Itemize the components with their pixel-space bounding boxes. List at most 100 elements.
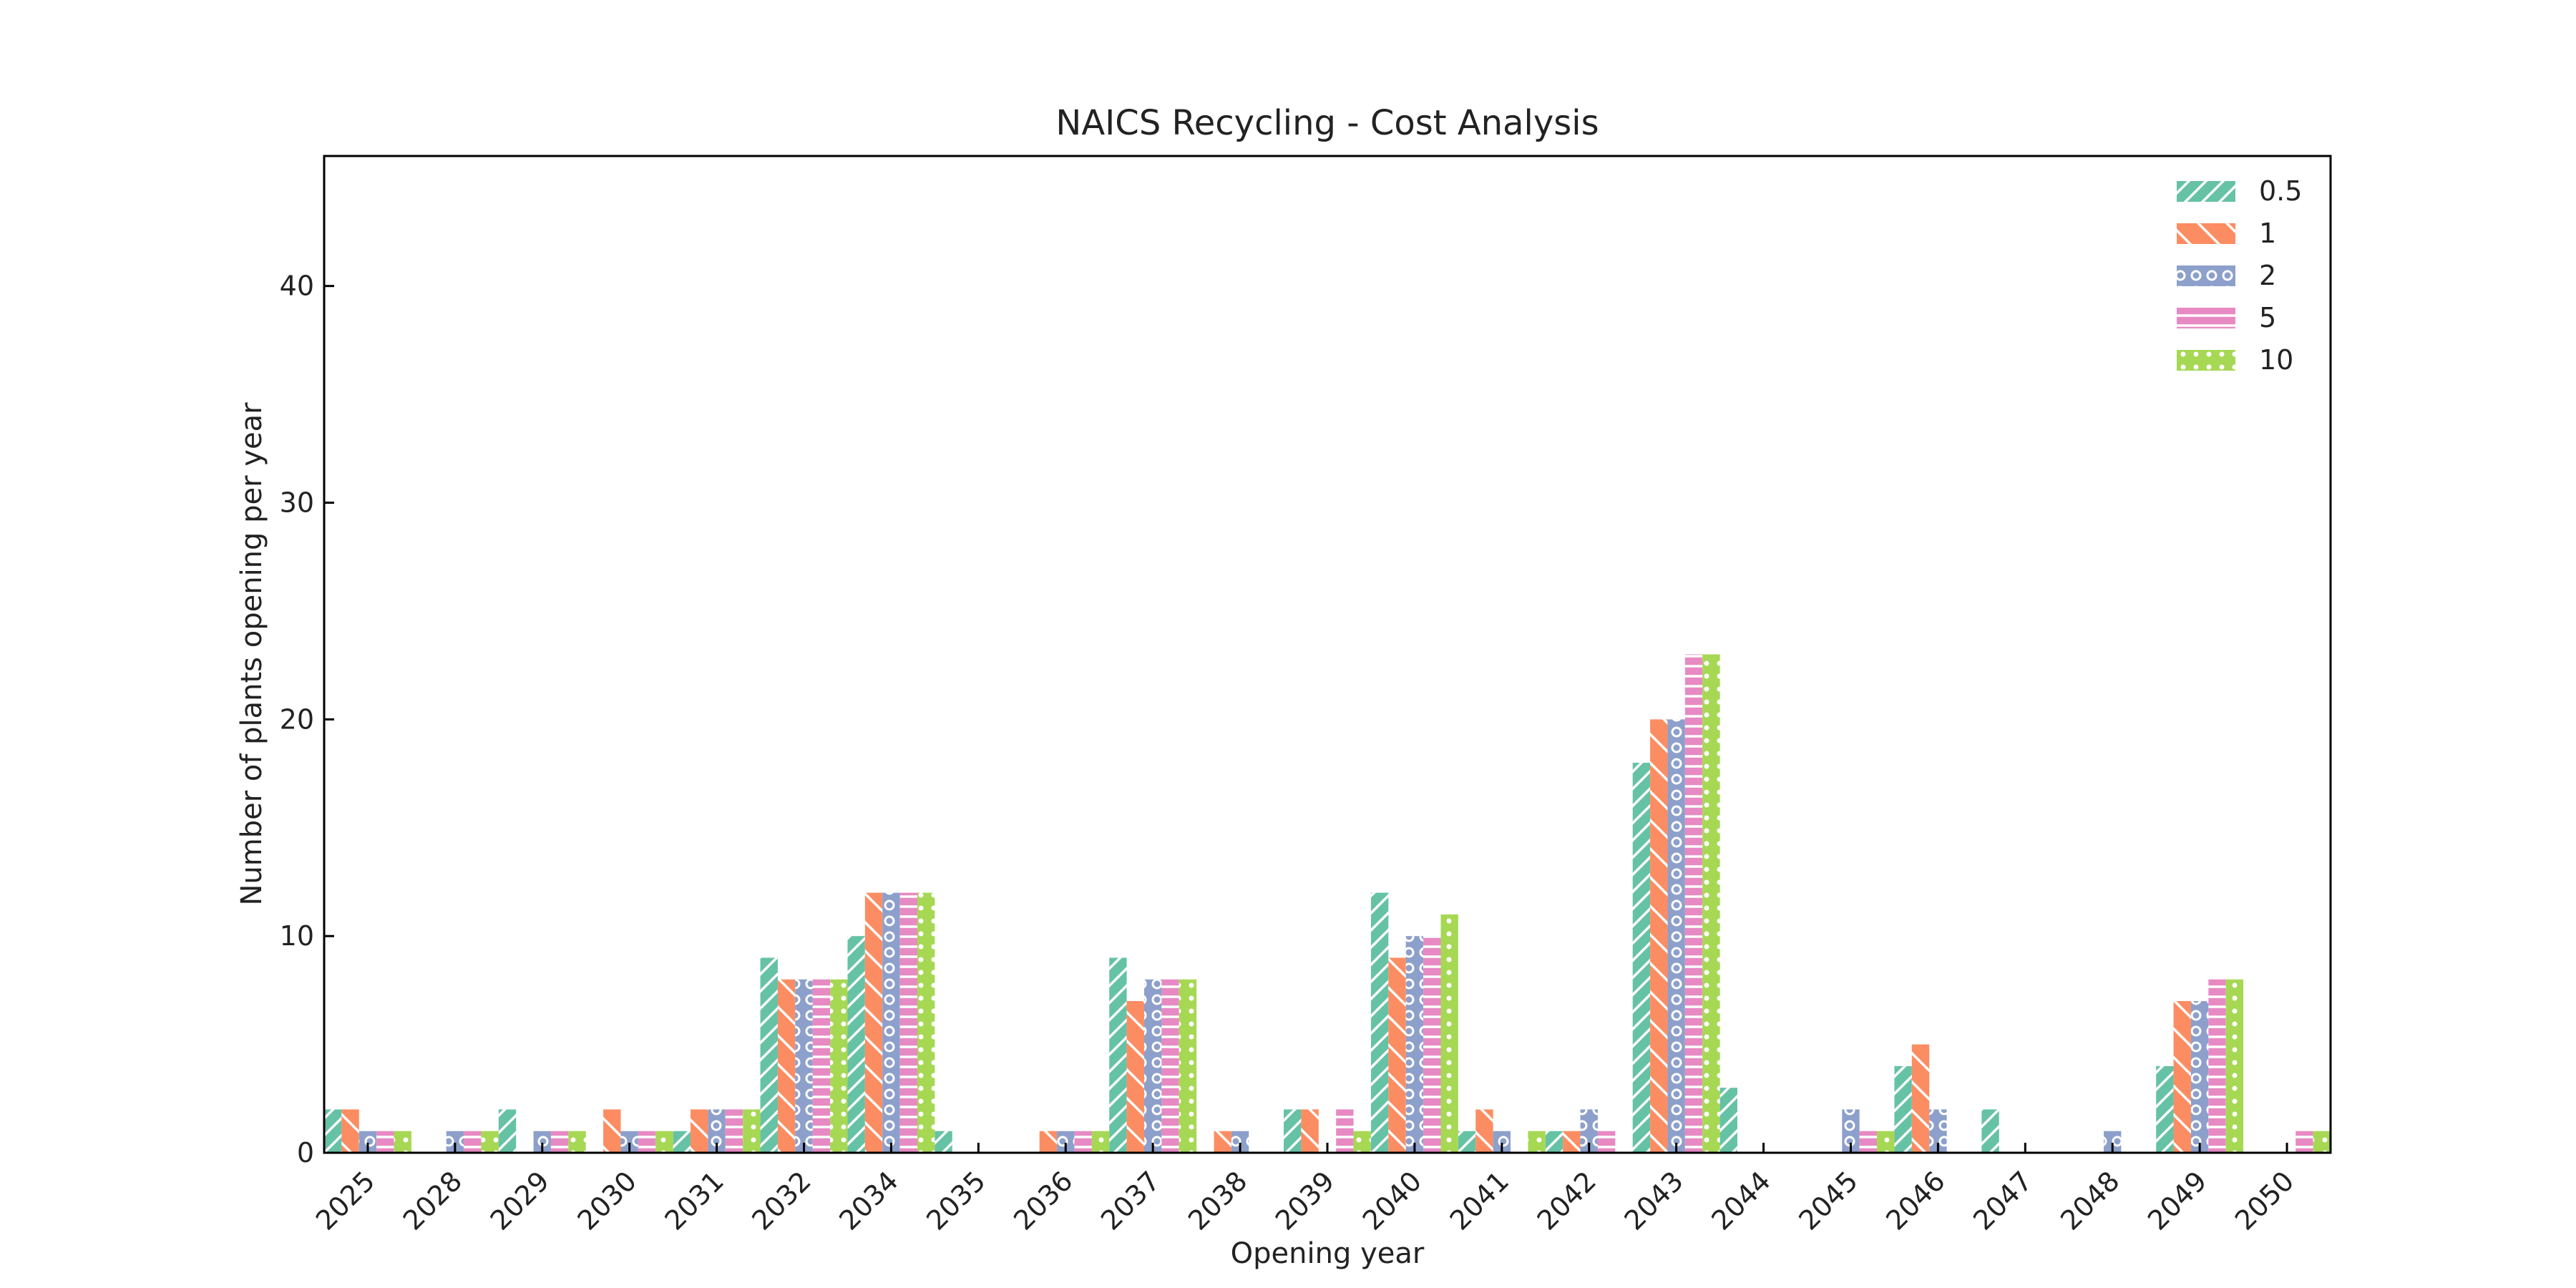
bar-0_5-2035	[935, 1131, 952, 1153]
bar-10-2031	[743, 1109, 761, 1153]
y-tick-label: 20	[280, 703, 314, 735]
bar-2-2037	[1143, 979, 1162, 1153]
bar-10-2045	[1877, 1131, 1895, 1153]
bar-5-2050	[2296, 1131, 2313, 1153]
bar-1-2031	[691, 1109, 708, 1153]
legend-swatch-10	[2177, 350, 2235, 371]
bar-1-2038	[1214, 1131, 1231, 1153]
x-tick-label: 2036	[1008, 1165, 1079, 1236]
bar-5-2029	[550, 1131, 569, 1153]
legend-swatch-2	[2177, 265, 2235, 286]
bar-5-2049	[2208, 979, 2226, 1153]
bar-0_5-2031	[673, 1131, 691, 1153]
bar-2-2034	[882, 892, 900, 1153]
bar-2-2043	[1667, 719, 1685, 1153]
x-tick-label: 2030	[572, 1165, 643, 1236]
x-tick-label: 2040	[1357, 1165, 1428, 1236]
bar-10-2036	[1091, 1131, 1110, 1153]
bar-2-2049	[2190, 1001, 2209, 1153]
bar-10-2043	[1702, 654, 1720, 1153]
x-tick-label: 2025	[310, 1165, 381, 1236]
bar-10-2025	[394, 1131, 411, 1153]
bar-10-2030	[655, 1131, 673, 1153]
bar-0_5-2039	[1284, 1109, 1302, 1153]
bar-5-2030	[638, 1131, 656, 1153]
x-tick-label: 2028	[397, 1165, 469, 1236]
x-tick-label: 2044	[1705, 1165, 1777, 1236]
y-tick-label: 30	[280, 487, 314, 519]
chart-title: NAICS Recycling - Cost Analysis	[1055, 103, 1599, 143]
bar-0_5-2049	[2156, 1065, 2174, 1153]
x-tick-label: 2039	[1269, 1165, 1341, 1236]
bar-5-2037	[1161, 979, 1179, 1153]
bar-1-2039	[1301, 1109, 1319, 1153]
bar-0_5-2042	[1545, 1131, 1563, 1153]
bar-0_5-2040	[1370, 892, 1389, 1153]
x-tick-label: 2043	[1619, 1165, 1690, 1236]
bar-0_5-2037	[1109, 957, 1127, 1153]
x-tick-label: 2032	[746, 1165, 817, 1236]
bar-10-2028	[481, 1131, 499, 1153]
bar-10-2039	[1353, 1131, 1371, 1153]
bar-5-2028	[464, 1131, 482, 1153]
x-tick-label: 2042	[1531, 1165, 1603, 1236]
bar-2-2040	[1405, 936, 1424, 1153]
legend-label-2: 2	[2259, 260, 2276, 291]
bar-1-2049	[2173, 1001, 2191, 1153]
bar-1-2036	[1039, 1131, 1058, 1153]
bar-1-2046	[1911, 1044, 1930, 1153]
y-axis: 0 10 20 30 40	[280, 270, 334, 1169]
bar-0_5-2034	[847, 936, 865, 1153]
bar-5-2039	[1336, 1109, 1354, 1153]
x-tick-label: 2037	[1095, 1165, 1166, 1236]
x-tick-label: 2029	[484, 1165, 556, 1236]
legend-label-0_5: 0.5	[2259, 175, 2302, 207]
bar-2-2032	[795, 979, 813, 1153]
bar-5-2032	[812, 979, 831, 1153]
x-tick-label: 2034	[833, 1165, 904, 1236]
x-axis-title: Opening year	[1231, 1237, 1425, 1270]
bar-1-2034	[864, 892, 883, 1153]
bar-5-2036	[1074, 1131, 1092, 1153]
bar-0_5-2043	[1632, 762, 1651, 1153]
bar-1-2037	[1126, 1001, 1144, 1153]
bar-10-2037	[1179, 979, 1197, 1153]
legend-swatch-1	[2177, 223, 2235, 244]
bar-10-2049	[2225, 979, 2244, 1153]
bar-5-2025	[376, 1131, 394, 1153]
legend-label-10: 10	[2259, 344, 2293, 376]
x-tick-label: 2050	[2229, 1165, 2301, 1236]
bar-5-2034	[899, 892, 918, 1153]
bar-1-2042	[1563, 1131, 1581, 1153]
bar-10-2029	[568, 1131, 586, 1153]
bar-5-2042	[1597, 1131, 1616, 1153]
bar-0_5-2047	[1981, 1109, 1999, 1153]
bar-5-2040	[1423, 936, 1441, 1153]
bar-1-2025	[341, 1109, 359, 1153]
bar-1-2040	[1388, 957, 1406, 1153]
bar-0_5-2032	[760, 957, 778, 1153]
x-axis: 2025 2028 2029 2030 2031 2032 2034 2035 2036 2037…	[310, 1143, 2301, 1236]
x-tick-label: 2031	[658, 1165, 730, 1236]
bar-1-2032	[777, 979, 796, 1153]
x-tick-label: 2041	[1444, 1165, 1516, 1236]
legend-label-5: 5	[2259, 302, 2276, 333]
x-tick-label: 2038	[1182, 1165, 1254, 1236]
legend-label-1: 1	[2259, 218, 2276, 249]
y-axis-title: Number of plants opening per year	[235, 402, 268, 906]
bar-10-2050	[2313, 1131, 2331, 1153]
bar-10-2032	[830, 979, 848, 1153]
bar-5-2031	[725, 1109, 743, 1153]
bar-0_5-2046	[1894, 1065, 1912, 1153]
x-tick-label: 2047	[1967, 1165, 2039, 1236]
bar-0_5-2029	[498, 1109, 517, 1153]
x-tick-label: 2046	[1880, 1165, 1951, 1236]
bar-0_5-2025	[324, 1109, 342, 1153]
bars-group	[324, 654, 2331, 1153]
bar-5-2045	[1859, 1131, 1878, 1153]
y-tick-label: 40	[280, 270, 314, 302]
bar-10-2041	[1528, 1131, 1546, 1153]
x-tick-label: 2048	[2054, 1165, 2126, 1236]
plot-frame	[323, 155, 2332, 1154]
